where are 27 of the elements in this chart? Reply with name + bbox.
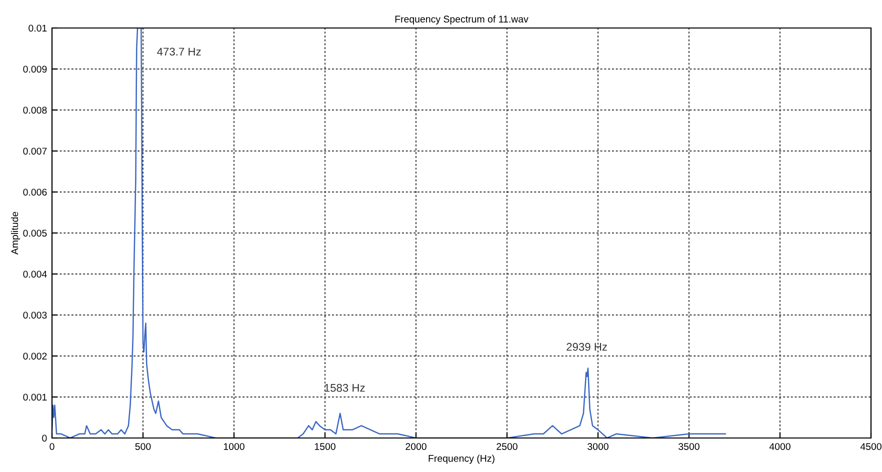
- y-axis-title: Amplitude: [10, 212, 20, 255]
- y-tick-label: 0.008: [23, 106, 47, 114]
- x-tick-label: 4500: [860, 443, 882, 450]
- y-tick-label: 0.009: [23, 66, 47, 73]
- chart-title: Frequency Spectrum of 11.wav: [395, 15, 528, 24]
- x-tick-label: 500: [135, 443, 151, 450]
- x-tick-label: 0: [50, 443, 54, 450]
- x-tick-label: 3500: [678, 443, 700, 450]
- x-tick-label: 1000: [224, 443, 244, 450]
- y-tick-label: 0.002: [23, 352, 47, 360]
- y-tick-label: 0.006: [23, 188, 47, 196]
- y-tick-label: 0.001: [23, 394, 47, 401]
- annotation: 2939 Hz: [566, 342, 607, 351]
- x-axis-title: Frequency (Hz): [428, 454, 494, 464]
- y-tick-label: 0: [42, 434, 47, 442]
- annotation: 473.7 Hz: [157, 48, 201, 56]
- x-tick-label: 2000: [406, 443, 426, 450]
- y-tick-label: 0.004: [23, 270, 47, 278]
- y-tick-label: 0.007: [23, 148, 47, 155]
- y-tick-label: 0.005: [23, 230, 47, 237]
- x-tick-label: 3000: [588, 443, 608, 450]
- x-tick-label: 1500: [314, 443, 336, 450]
- y-tick-label: 0.01: [28, 24, 47, 32]
- y-tick-label: 0.003: [23, 312, 47, 319]
- x-tick-label: 2500: [496, 443, 518, 450]
- annotation: 1583 Hz: [324, 384, 365, 392]
- x-tick-label: 4000: [769, 443, 790, 450]
